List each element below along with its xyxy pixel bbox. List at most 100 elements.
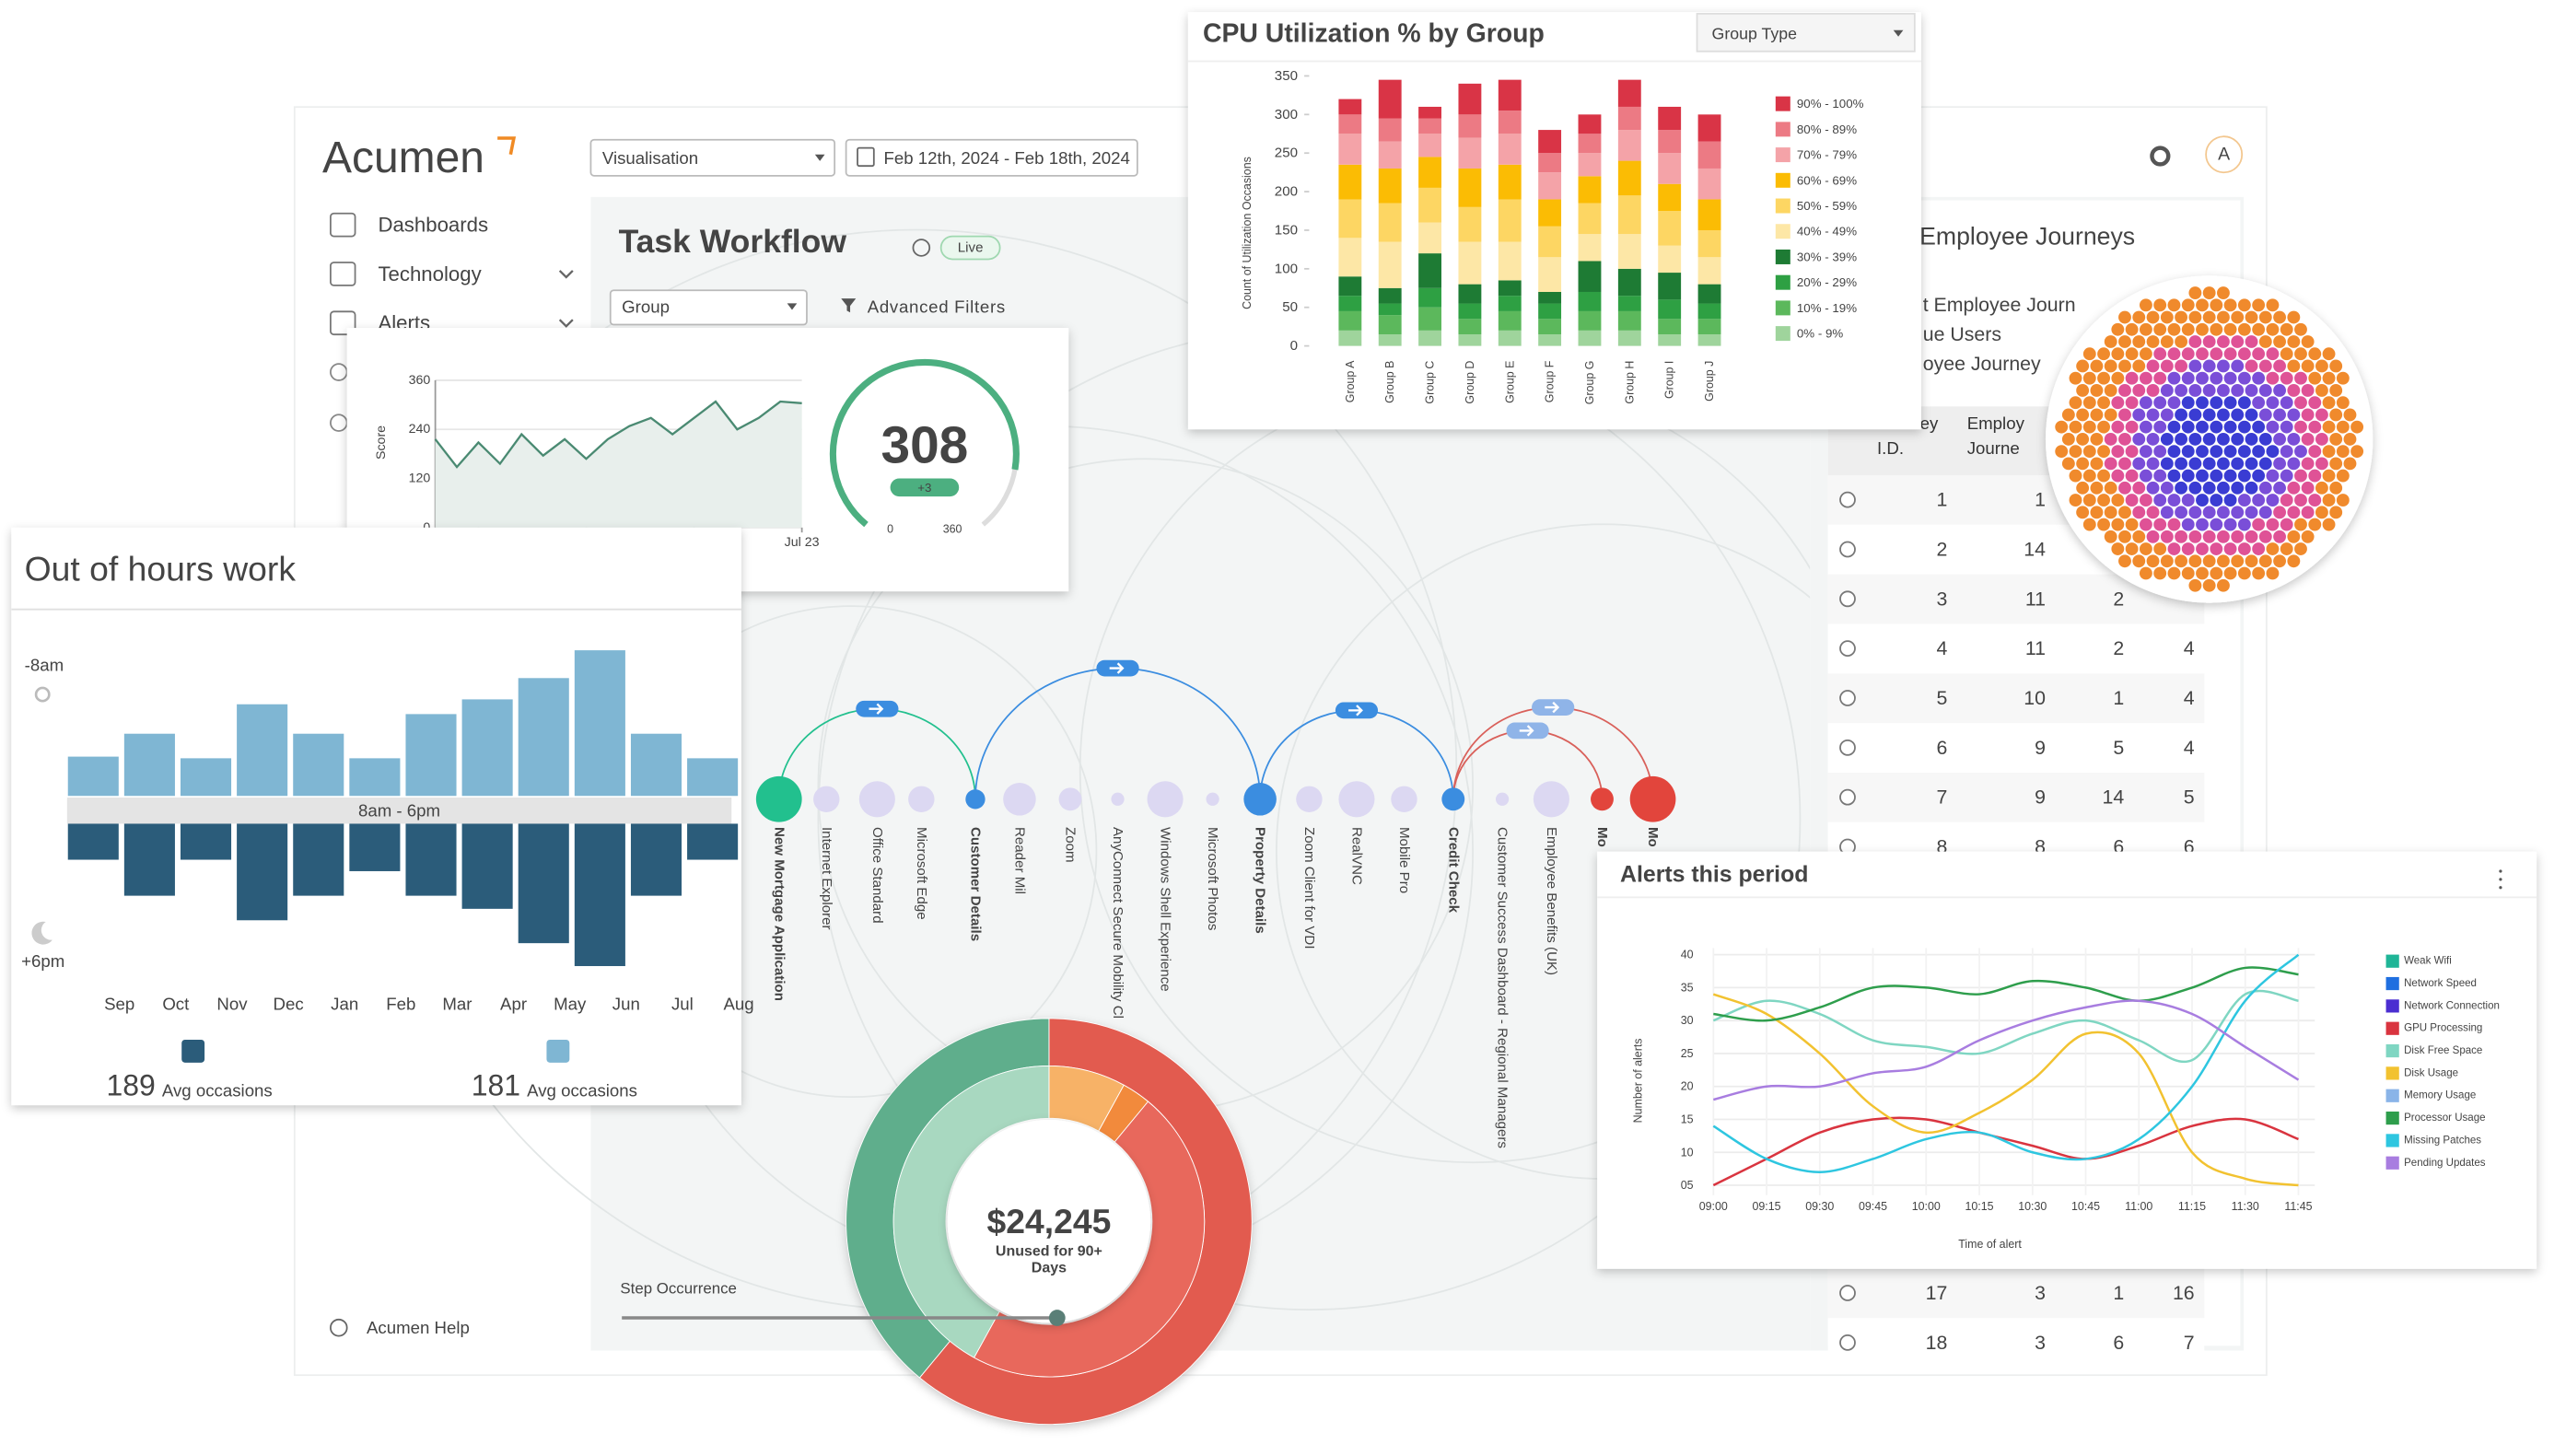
row-radio[interactable] — [1839, 690, 1856, 706]
step-node[interactable] — [965, 789, 986, 810]
row-radio[interactable] — [1839, 739, 1856, 756]
hex-dot — [2202, 384, 2216, 397]
y-tick-label: 250 — [1275, 146, 1298, 161]
x-tick-label: 10:30 — [2018, 1200, 2047, 1213]
hex-dot — [2181, 445, 2195, 459]
y-tick-label: 120 — [409, 472, 431, 486]
hex-dot — [2202, 554, 2216, 568]
x-tick-label: 11:30 — [2232, 1200, 2259, 1213]
cpu-card: CPU Utilization % by Group Group Type 0 50 1… — [1187, 12, 1921, 430]
hex-dot — [2111, 542, 2125, 555]
step-node[interactable] — [1441, 787, 1465, 811]
hex-dot — [2196, 347, 2209, 361]
hex-dot — [2336, 445, 2350, 459]
hex-dot — [2308, 494, 2322, 507]
step-node[interactable] — [1338, 781, 1375, 818]
avatar[interactable] — [2205, 135, 2244, 174]
step-node[interactable] — [1243, 783, 1277, 816]
hex-dot — [2315, 457, 2328, 471]
hex-dot — [2097, 469, 2110, 483]
hex-dot — [2132, 384, 2146, 397]
hex-dot — [2196, 494, 2209, 507]
hex-dot — [2196, 469, 2209, 483]
bar-segment — [1498, 310, 1522, 331]
date-select[interactable] — [845, 138, 1138, 177]
step-node[interactable] — [1206, 792, 1219, 806]
hex-dot — [2082, 518, 2096, 531]
group-select[interactable] — [609, 289, 808, 326]
date-text: Feb 12th, 2024 - Feb 18th, 2024 — [883, 148, 1129, 168]
hex-dot — [2090, 408, 2104, 422]
hex-dot — [2266, 494, 2280, 507]
y-tick-label: 10 — [1681, 1146, 1694, 1159]
legend-label: Disk Usage — [2404, 1067, 2458, 1078]
hex-dot — [2336, 469, 2350, 483]
step-node[interactable] — [1391, 786, 1417, 813]
bar-segment — [1338, 310, 1362, 331]
hex-dot — [2223, 396, 2237, 410]
hex-dot — [2069, 396, 2082, 410]
menu-dot — [2499, 886, 2502, 890]
view-select-text: Visualisation — [602, 148, 698, 168]
hex-dot — [2258, 335, 2272, 348]
hex-dot — [2139, 542, 2152, 555]
row-radio[interactable] — [1839, 1334, 1856, 1351]
bar-segment — [1378, 79, 1402, 119]
step-node[interactable] — [1111, 792, 1125, 806]
hex-dot — [2273, 408, 2286, 422]
step-node[interactable] — [1003, 783, 1036, 816]
hex-dot — [2280, 542, 2293, 555]
settings-icon[interactable] — [2150, 146, 2171, 167]
group-type-select[interactable] — [1696, 13, 1916, 52]
hex-dot — [2181, 371, 2195, 385]
series-line — [1712, 999, 2300, 1101]
hex-dot — [2196, 518, 2209, 531]
step-node[interactable] — [908, 786, 935, 813]
hex-dot — [2237, 298, 2251, 312]
step-node[interactable] — [755, 775, 802, 822]
nav-item: Dashboards — [378, 214, 488, 237]
step-label: Office Standard — [869, 827, 885, 924]
step-node[interactable] — [1533, 781, 1569, 818]
table-cell: 4 — [2184, 687, 2195, 709]
bar-segment — [1458, 334, 1482, 346]
y-tick-label: 200 — [1275, 184, 1298, 200]
hex-dot — [2287, 384, 2301, 397]
bar-before — [67, 756, 119, 797]
step-node[interactable] — [1591, 787, 1614, 811]
hex-dot — [2237, 445, 2251, 459]
row-radio[interactable] — [1839, 590, 1856, 608]
step-label: Internet Explorer — [819, 827, 834, 930]
step-node[interactable] — [1296, 786, 1323, 813]
legend-swatch — [2385, 1066, 2399, 1080]
row-radio[interactable] — [1839, 788, 1856, 806]
bar-segment — [1378, 303, 1402, 316]
step-node[interactable] — [858, 781, 895, 818]
row-radio[interactable] — [1839, 491, 1856, 508]
step-node[interactable] — [813, 786, 840, 813]
bar-segment — [1378, 315, 1402, 335]
bar-segment — [1338, 164, 1362, 200]
hex-dot — [2308, 371, 2322, 385]
bar-segment — [1578, 176, 1602, 204]
bar-after — [237, 823, 288, 921]
step-node[interactable] — [1629, 775, 1676, 822]
hex-dot — [2076, 481, 2090, 495]
step-node[interactable] — [1495, 792, 1510, 806]
step-node[interactable] — [1147, 781, 1184, 818]
hex-dot — [2153, 420, 2167, 434]
slider-knob[interactable] — [1048, 1310, 1066, 1326]
view-select[interactable] — [589, 138, 836, 177]
hex-dot — [2266, 518, 2280, 531]
step-label: New Mortgage Application — [771, 827, 787, 1001]
step-node[interactable] — [1058, 787, 1082, 811]
hex-dot — [2315, 384, 2328, 397]
hex-dot — [2217, 506, 2230, 519]
row-radio[interactable] — [1839, 541, 1856, 558]
hex-dot — [2146, 481, 2160, 495]
hex-dot — [2223, 469, 2237, 483]
row-radio[interactable] — [1839, 1285, 1856, 1301]
row-radio[interactable] — [1839, 640, 1856, 658]
hex-dot — [2329, 384, 2343, 397]
hex-dot — [2266, 566, 2280, 580]
